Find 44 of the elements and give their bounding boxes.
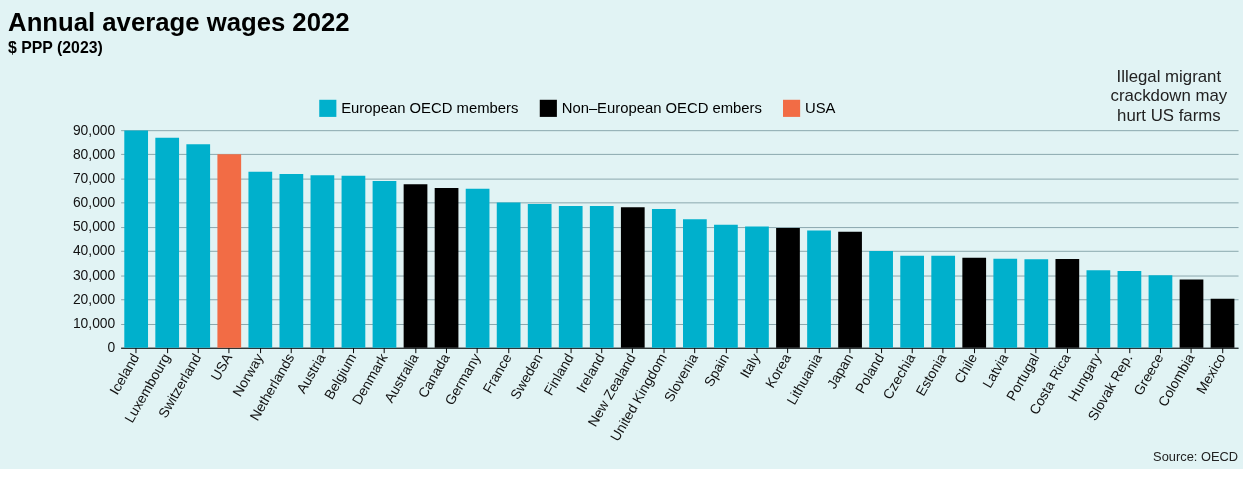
chart-title: Annual average wages 2022 — [8, 8, 350, 37]
bar — [900, 255, 925, 348]
bar — [124, 130, 149, 348]
bar — [372, 180, 397, 348]
y-tick-label: 10,000 — [72, 315, 116, 331]
y-tick-label: 20,000 — [72, 290, 116, 307]
bar — [745, 226, 769, 348]
y-tick-label: 30,000 — [72, 266, 116, 283]
y-tick-label: 40,000 — [72, 242, 116, 259]
bar — [931, 255, 956, 348]
y-tick-label: 60,000 — [72, 194, 116, 211]
y-tick-label: 70,000 — [72, 169, 116, 186]
bar — [279, 173, 304, 348]
y-tick-label: 80,000 — [72, 145, 116, 162]
bar — [217, 154, 242, 348]
legend-label: USA — [804, 100, 836, 117]
bar — [248, 171, 273, 348]
bar — [869, 251, 893, 348]
bar — [341, 175, 366, 348]
bar — [589, 206, 614, 348]
bar — [993, 258, 1018, 348]
legend-label: Non–European OECD embers — [561, 100, 762, 117]
legend-label: European OECD members — [341, 100, 519, 117]
bar — [186, 144, 211, 348]
y-tick-label: 90,000 — [72, 121, 116, 138]
bar — [155, 137, 180, 348]
bar — [651, 208, 676, 348]
bar — [714, 224, 738, 348]
bar — [807, 230, 831, 348]
bar — [1148, 275, 1173, 348]
bar — [496, 202, 521, 348]
bar — [310, 175, 335, 348]
bar — [465, 188, 490, 348]
bar — [1086, 270, 1111, 348]
bar — [558, 206, 583, 348]
source-note: Source: OECD — [1153, 449, 1239, 465]
y-tick-label: 0 — [107, 339, 116, 356]
chart-subtitle: $ PPP (2023) — [8, 39, 103, 57]
bar — [683, 219, 707, 348]
bar — [527, 203, 552, 348]
bar — [1024, 259, 1049, 348]
y-tick-label: 50,000 — [72, 218, 116, 235]
text: Illegal migrant crackdown may hurt US farms — [1110, 66, 1228, 126]
bar — [1117, 271, 1142, 348]
